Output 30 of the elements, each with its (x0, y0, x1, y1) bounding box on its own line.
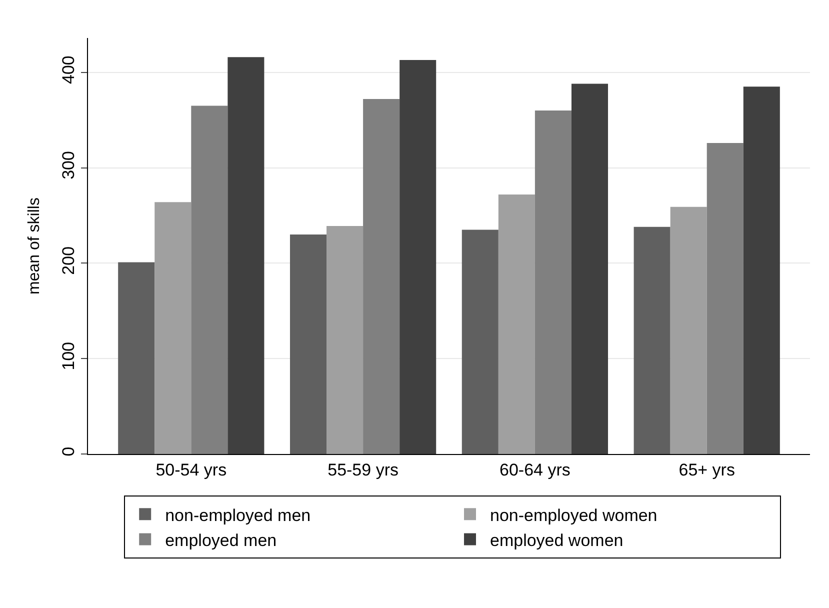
legend-label: non-employed women (490, 506, 658, 525)
bar (462, 230, 498, 454)
bar (326, 226, 364, 454)
bar (534, 110, 572, 454)
bar (634, 226, 670, 454)
x-tick-label: 65+ yrs (678, 460, 735, 480)
bar (191, 106, 228, 454)
y-tick-label: 200 (59, 246, 78, 275)
bar (743, 86, 780, 454)
bar (118, 262, 155, 454)
bar (498, 194, 535, 454)
bar (706, 142, 744, 454)
bar (670, 206, 707, 454)
x-tick-label: 50-54 yrs (156, 460, 227, 480)
legend-label: non-employed men (165, 506, 311, 525)
bar (363, 99, 400, 454)
bar (228, 57, 264, 454)
bar (290, 234, 327, 454)
legend-label: employed men (165, 530, 277, 550)
y-tick-label: 400 (59, 56, 78, 84)
bar (154, 202, 192, 454)
x-tick-label: 55-59 yrs (328, 460, 398, 480)
y-tick-label: 300 (59, 151, 78, 180)
y-tick-label: 100 (59, 342, 78, 370)
legend-label: employed women (490, 530, 624, 550)
y-axis-title: mean of skills (26, 198, 44, 294)
y-tick-label: 0 (59, 446, 78, 456)
bar (400, 60, 436, 454)
bar (571, 84, 608, 454)
x-tick-label: 60-64 yrs (500, 460, 570, 480)
